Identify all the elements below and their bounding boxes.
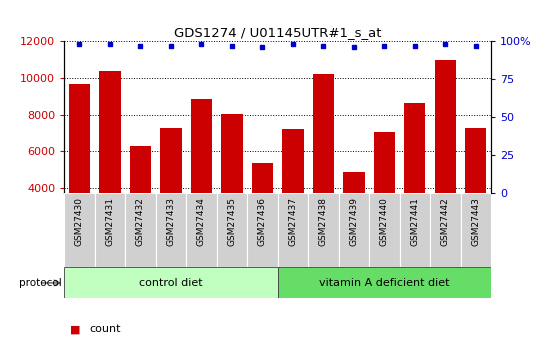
Text: protocol: protocol <box>18 278 61 288</box>
Bar <box>278 193 308 267</box>
Text: GSM27434: GSM27434 <box>197 197 206 246</box>
Bar <box>369 193 400 267</box>
Text: GSM27437: GSM27437 <box>288 197 297 246</box>
Bar <box>160 128 181 193</box>
Bar <box>129 146 151 193</box>
Text: vitamin A deficient diet: vitamin A deficient diet <box>319 278 450 288</box>
Text: GSM27432: GSM27432 <box>136 197 145 246</box>
Text: GSM27436: GSM27436 <box>258 197 267 246</box>
Bar <box>278 267 491 298</box>
Bar <box>343 172 364 193</box>
Bar <box>186 193 217 267</box>
Bar <box>252 163 273 193</box>
Bar <box>125 193 156 267</box>
Bar <box>465 128 487 193</box>
Bar <box>64 193 95 267</box>
Bar <box>460 193 491 267</box>
Bar <box>435 60 456 193</box>
Text: GSM27430: GSM27430 <box>75 197 84 246</box>
Text: GSM27435: GSM27435 <box>227 197 237 246</box>
Bar <box>69 85 90 193</box>
Bar <box>339 193 369 267</box>
Bar <box>221 114 243 193</box>
Text: count: count <box>89 325 121 334</box>
Text: GSM27433: GSM27433 <box>166 197 175 246</box>
Bar <box>217 193 247 267</box>
Text: GSM27431: GSM27431 <box>105 197 114 246</box>
Bar <box>64 267 278 298</box>
Bar <box>191 99 212 193</box>
Text: GSM27440: GSM27440 <box>380 197 389 246</box>
Bar <box>99 71 121 193</box>
Text: GSM27438: GSM27438 <box>319 197 328 246</box>
Bar <box>400 193 430 267</box>
Title: GDS1274 / U01145UTR#1_s_at: GDS1274 / U01145UTR#1_s_at <box>174 26 381 39</box>
Bar <box>247 193 277 267</box>
Bar <box>404 103 426 193</box>
Bar <box>430 193 460 267</box>
Text: ■: ■ <box>70 325 84 334</box>
Bar <box>282 129 304 193</box>
Text: GSM27442: GSM27442 <box>441 197 450 246</box>
Bar <box>95 193 125 267</box>
Text: GSM27441: GSM27441 <box>410 197 419 246</box>
Bar <box>374 132 395 193</box>
Text: control diet: control diet <box>139 278 203 288</box>
Text: GSM27439: GSM27439 <box>349 197 358 246</box>
Text: GSM27443: GSM27443 <box>472 197 480 246</box>
Bar <box>308 193 339 267</box>
Bar <box>312 74 334 193</box>
Bar <box>156 193 186 267</box>
